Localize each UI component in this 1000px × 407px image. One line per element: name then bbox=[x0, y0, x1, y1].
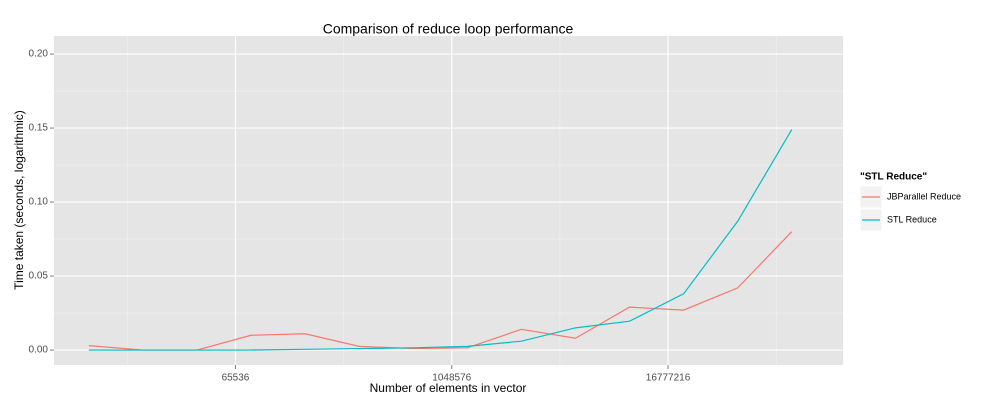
y-tick-label: 0.15 bbox=[29, 123, 49, 134]
x-tick-label: 1048576 bbox=[432, 373, 471, 384]
y-tick-label: 0.10 bbox=[29, 197, 49, 208]
y-tick-label: 0.20 bbox=[29, 49, 49, 60]
y-axis-label: Time taken (seconds, logarithmic) bbox=[12, 110, 26, 290]
legend-label: JBParallel Reduce bbox=[887, 191, 961, 201]
chart-title: Comparison of reduce loop performance bbox=[323, 21, 574, 37]
x-tick-label: 65536 bbox=[222, 373, 250, 384]
series-line bbox=[88, 231, 793, 351]
legend-label: STL Reduce bbox=[887, 214, 937, 224]
legend-title: "STL Reduce" bbox=[860, 172, 927, 183]
y-tick-label: 0.05 bbox=[29, 271, 49, 282]
series-line bbox=[88, 129, 793, 351]
x-axis-label: Number of elements in vector bbox=[370, 381, 527, 395]
plot-panel bbox=[54, 36, 843, 365]
x-tick-label: 16777216 bbox=[646, 373, 691, 384]
y-tick-label: 0.00 bbox=[29, 345, 49, 356]
